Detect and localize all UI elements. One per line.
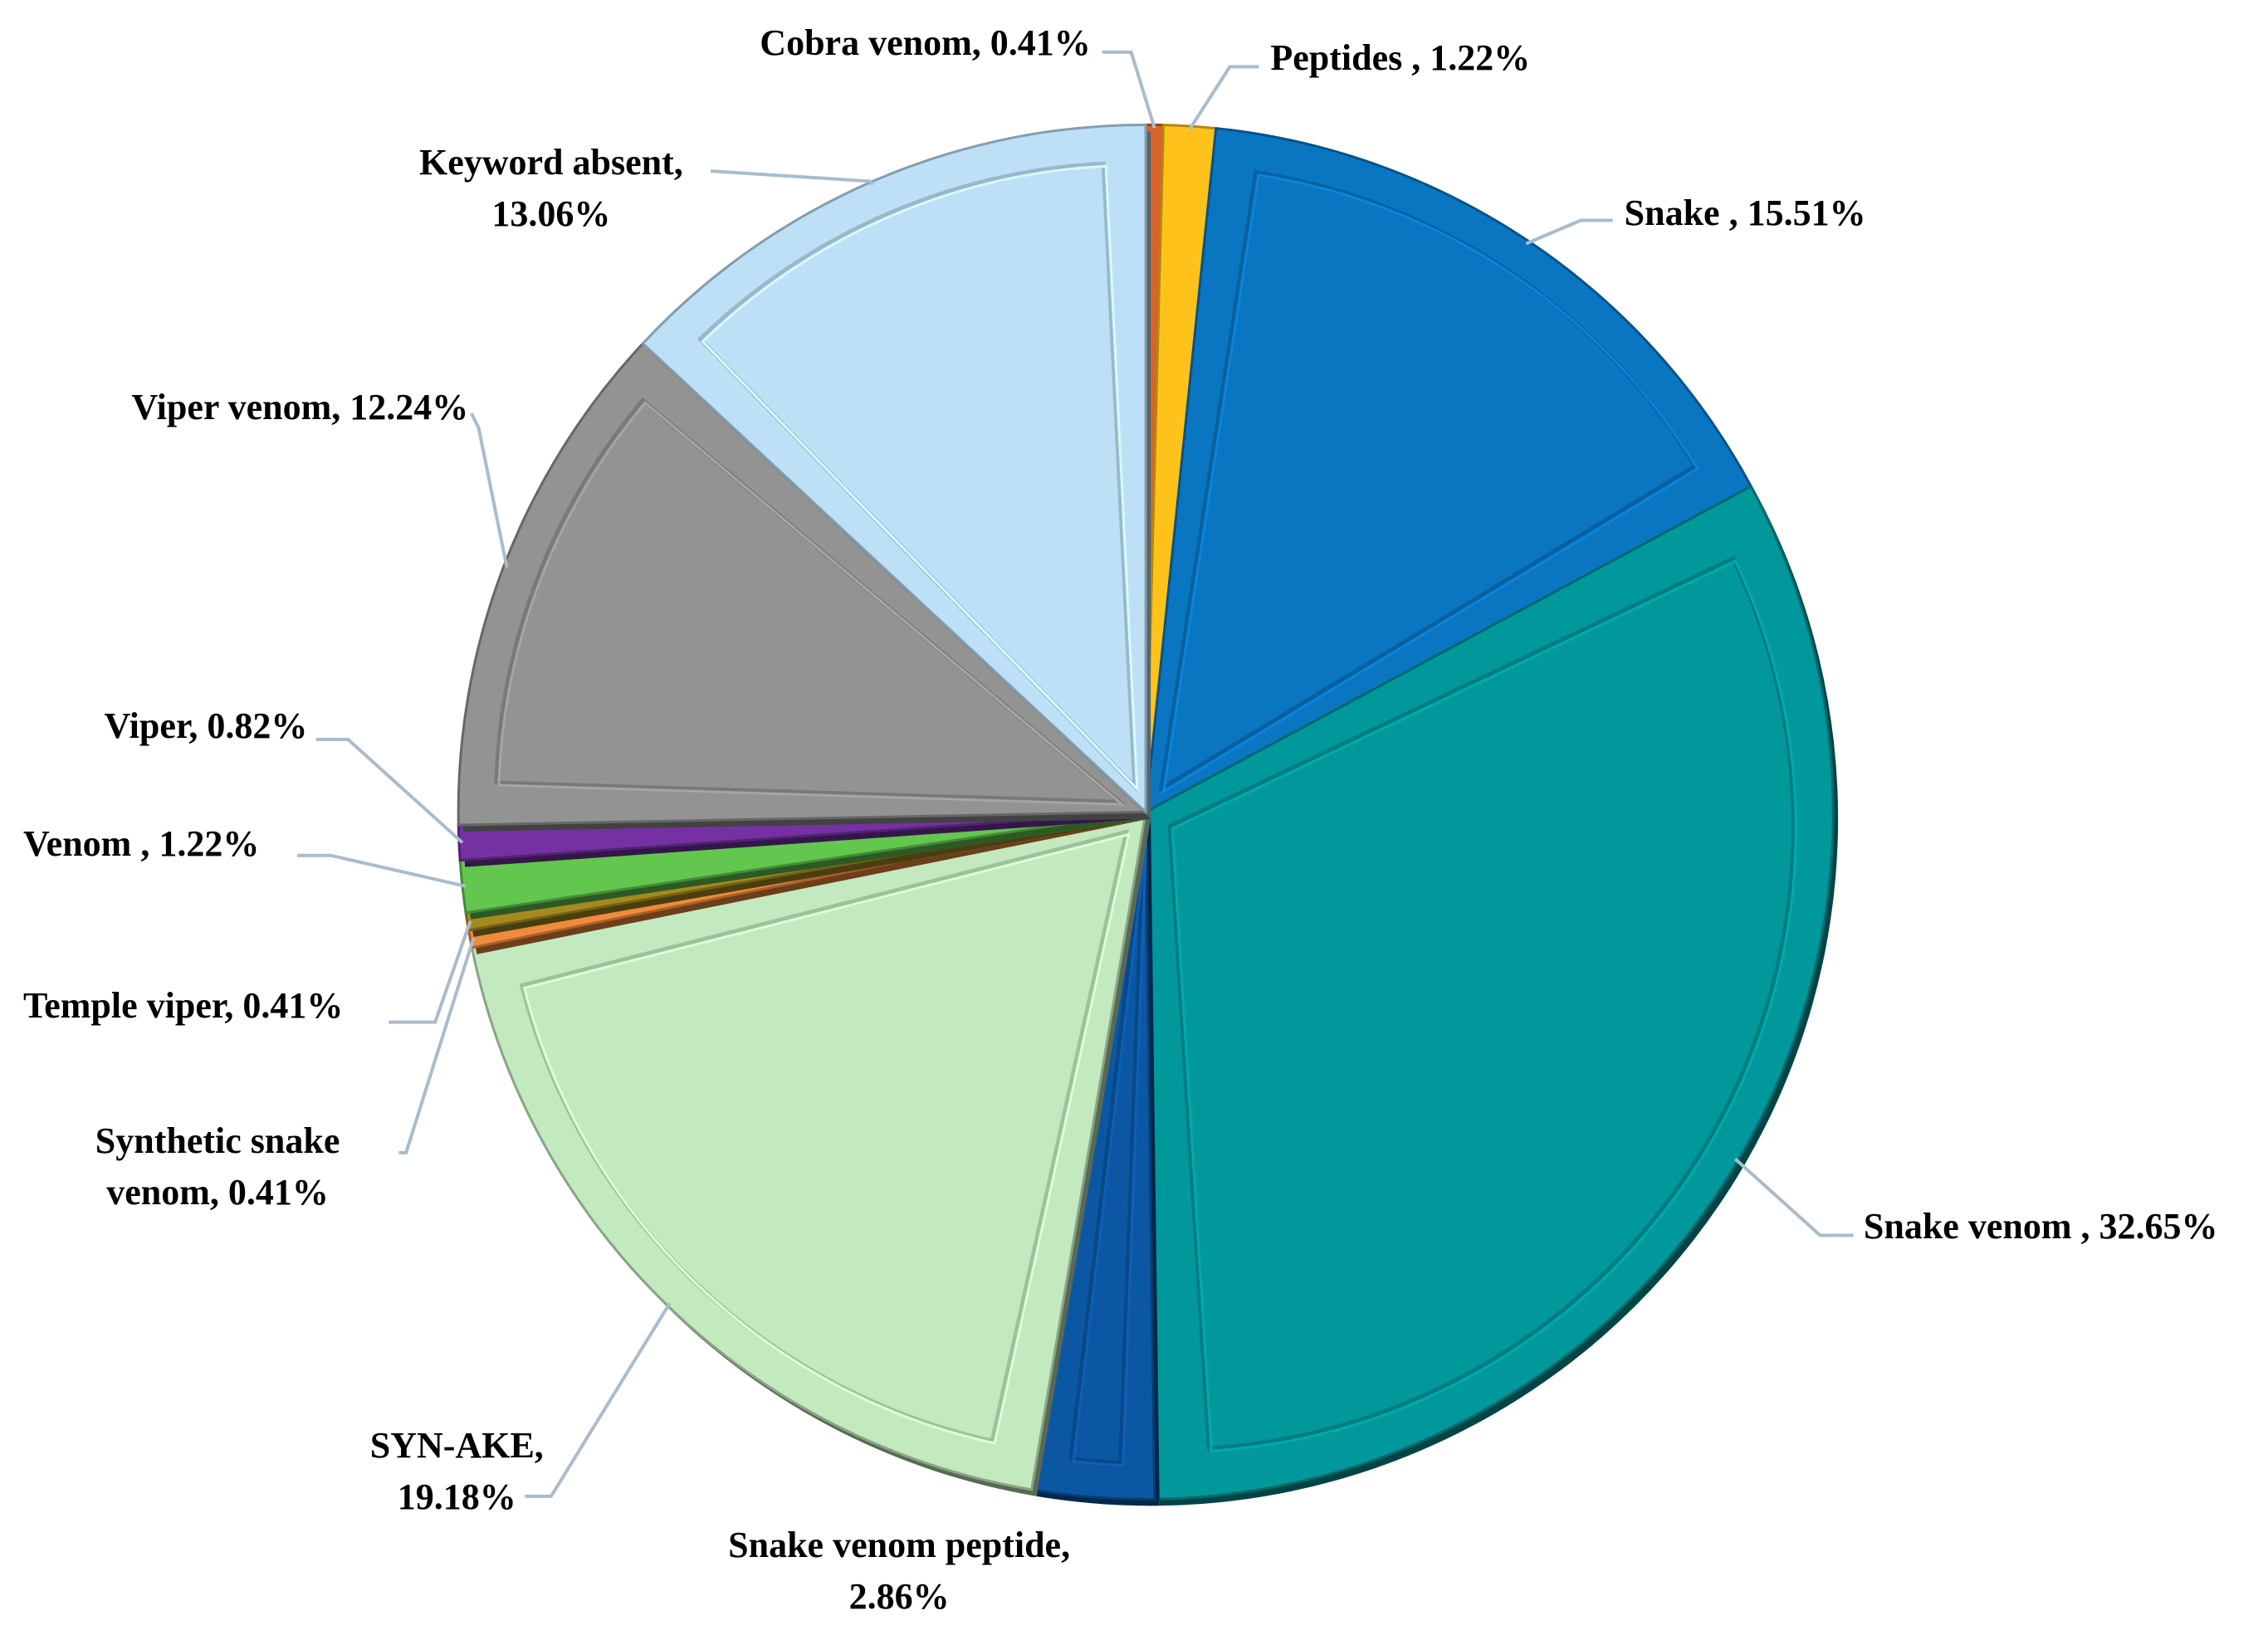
data-label: SYN-AKE, 19.18%: [370, 1420, 544, 1523]
leader-line: [297, 853, 467, 888]
category-label: Peptides ,: [1270, 37, 1421, 78]
leader-line: [1525, 218, 1613, 246]
slice-bevel: [1161, 173, 1699, 794]
slice-shadow: [471, 818, 1151, 937]
category-label: Viper venom,: [131, 386, 341, 427]
value-label: 15.51%: [1747, 192, 1866, 233]
data-label: Temple viper, 0.41%: [23, 980, 343, 1032]
data-label: Viper, 0.82%: [105, 700, 308, 752]
data-label: Snake , 15.51%: [1625, 188, 1866, 239]
category-label: Venom ,: [22, 822, 150, 864]
value-label: 12.24%: [349, 386, 469, 427]
leader-line: [1733, 1157, 1854, 1237]
value-label: 0.82%: [207, 705, 308, 747]
leader-line: [1188, 65, 1259, 131]
leader-line: [398, 937, 476, 1154]
category-label: Cobra venom,: [760, 22, 981, 64]
value-label: 2.86%: [848, 1576, 950, 1618]
category-label: Snake venom peptide,: [728, 1525, 1071, 1566]
slice-bevel: [1171, 559, 1797, 1452]
slice-bevel: [1167, 555, 1796, 1451]
value-label: 0.41%: [990, 22, 1091, 64]
category-label: Viper,: [104, 705, 198, 747]
data-label: Peptides , 1.22%: [1270, 32, 1530, 84]
leader-line: [469, 412, 509, 569]
data-label: Cobra venom, 0.41%: [760, 17, 1090, 69]
data-label: Venom , 1.22%: [23, 818, 259, 870]
slice-bevel: [697, 161, 1137, 793]
slice-shadow: [473, 818, 1151, 954]
category-label: Temple viper,: [22, 985, 234, 1027]
leader-line: [1102, 50, 1156, 129]
value-label: 19.18%: [397, 1476, 516, 1517]
value-label: 0.41%: [227, 1171, 329, 1213]
data-label: Viper venom, 12.24%: [132, 382, 469, 433]
leader-line: [315, 737, 464, 844]
slice-bevel: [701, 164, 1139, 793]
slice-shadow: [465, 818, 1151, 920]
data-label: Snake venom peptide, 2.86%: [728, 1520, 1070, 1623]
slice-bevel: [1068, 839, 1146, 1466]
data-label: Synthetic snake venom, 0.41%: [64, 1115, 371, 1218]
slice: [457, 341, 1149, 827]
data-label: Snake venom , 32.65%: [1864, 1201, 2218, 1252]
data-label: Keyword absent, 13.06%: [419, 137, 683, 240]
slice-bevel: [494, 397, 1126, 805]
slice-bevel: [522, 832, 1131, 1445]
slice: [1144, 127, 1753, 814]
category-label: Snake venom ,: [1863, 1205, 2090, 1247]
leader-line: [389, 920, 472, 1024]
slice-bevel: [1072, 842, 1148, 1467]
slice-bevel: [497, 401, 1127, 806]
category-label: Keyword absent,: [418, 141, 683, 183]
value-label: 1.22%: [159, 822, 260, 864]
leader-line: [710, 169, 875, 186]
value-label: 13.06%: [491, 193, 611, 234]
category-label: SYN-AKE,: [369, 1424, 544, 1466]
category-label: Snake ,: [1624, 192, 1738, 233]
category-label: Synthetic snake venom,: [95, 1120, 340, 1213]
value-label: 1.22%: [1430, 37, 1531, 78]
leader-line: [525, 1302, 672, 1498]
value-label: 0.41%: [242, 985, 344, 1027]
value-label: 32.65%: [2099, 1205, 2218, 1247]
